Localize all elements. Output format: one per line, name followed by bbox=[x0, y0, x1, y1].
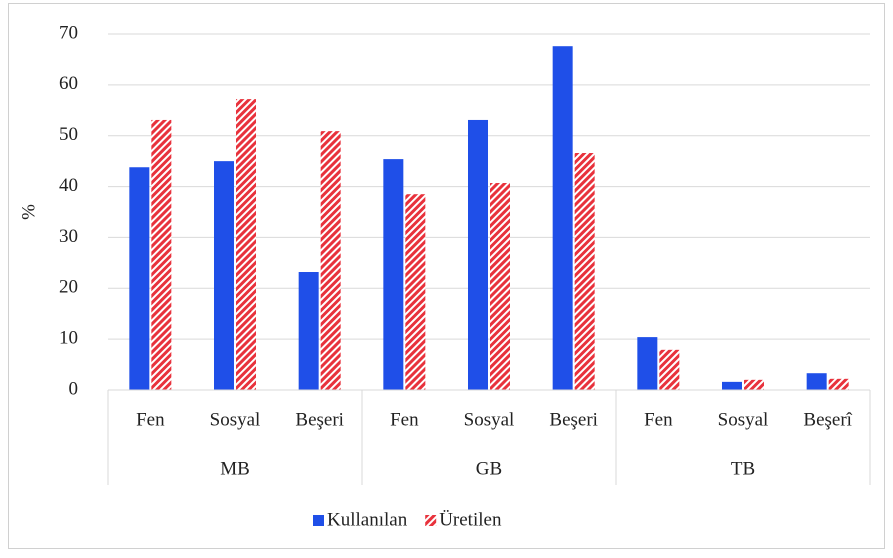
x-tick-label: Sosyal bbox=[718, 409, 769, 430]
x-tick-label: Beşeri bbox=[295, 409, 344, 430]
group-label: TB bbox=[731, 458, 755, 479]
bar bbox=[552, 46, 573, 390]
bar bbox=[320, 131, 341, 390]
legend-label: Kullanılan bbox=[327, 509, 408, 530]
bar bbox=[468, 119, 488, 390]
y-tick-label: 20 bbox=[59, 277, 78, 298]
x-tick-label: Fen bbox=[136, 409, 165, 430]
bar bbox=[214, 161, 234, 390]
group-label: MB bbox=[220, 458, 250, 479]
legend-swatch bbox=[313, 515, 324, 526]
legend-swatch bbox=[425, 515, 437, 526]
bar bbox=[151, 119, 172, 390]
bar bbox=[490, 183, 510, 390]
bar bbox=[828, 378, 849, 390]
x-tick-label: Beşerî bbox=[803, 409, 852, 430]
bar bbox=[298, 272, 319, 390]
bar bbox=[129, 167, 150, 390]
x-tick-label: Sosyal bbox=[210, 409, 261, 430]
bar bbox=[637, 337, 658, 390]
bar bbox=[806, 373, 827, 390]
x-tick-label: Sosyal bbox=[464, 409, 515, 430]
bar bbox=[659, 349, 680, 390]
group-label: GB bbox=[476, 458, 502, 479]
y-tick-label: 0 bbox=[69, 378, 79, 399]
y-tick-label: 50 bbox=[59, 124, 78, 145]
x-tick-label: Beşeri bbox=[549, 409, 598, 430]
bar bbox=[236, 99, 256, 391]
y-axis-label: % bbox=[18, 204, 39, 220]
y-tick-label: 60 bbox=[59, 73, 78, 94]
y-tick-label: 70 bbox=[59, 22, 78, 43]
bar bbox=[574, 153, 595, 390]
y-tick-label: 40 bbox=[59, 175, 78, 196]
x-tick-label: Fen bbox=[644, 409, 673, 430]
y-tick-label: 10 bbox=[59, 328, 78, 349]
legend-label: Üretilen bbox=[439, 509, 502, 530]
bar bbox=[744, 379, 764, 390]
bar bbox=[722, 381, 742, 390]
bar bbox=[383, 159, 404, 390]
bar bbox=[405, 194, 426, 390]
x-tick-label: Fen bbox=[390, 409, 419, 430]
y-tick-label: 30 bbox=[59, 226, 78, 247]
